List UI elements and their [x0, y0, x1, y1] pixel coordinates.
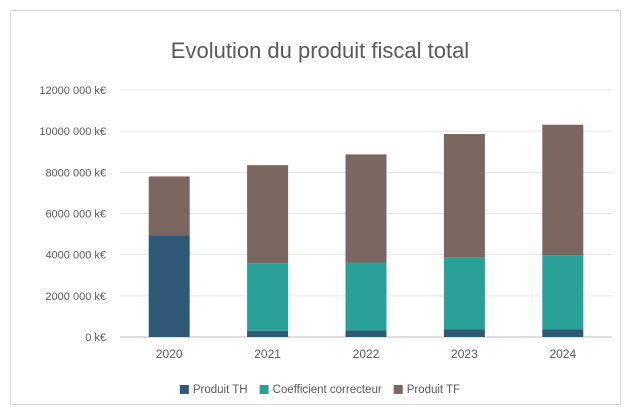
bar-segment-produit-th-2022: [345, 330, 387, 337]
y-tick-label: 0 k€: [85, 332, 106, 344]
x-tick-label: 2024: [549, 347, 576, 361]
legend: Produit TH Coefficient correcteur Produit …: [179, 384, 460, 396]
bar-segment-coefficient-correcteur-2023: [443, 257, 485, 330]
bar-segment-produit-th-2024: [542, 329, 584, 337]
legend-swatch: [179, 385, 189, 394]
legend-swatch: [259, 385, 269, 394]
y-tick-label: 12000 000 k€: [39, 85, 106, 97]
x-tick-label: 2022: [353, 347, 380, 361]
x-axis-ticks: 2020 2021 2022 2023 2024: [156, 347, 577, 361]
bar-segment-produit-th-2023: [443, 329, 485, 337]
bar-segment-produit-tf-2022: [345, 154, 387, 263]
legend-item-produit-tf: Produit TF: [393, 384, 460, 396]
legend-label: Produit TF: [407, 384, 460, 396]
bar-segment-produit-th-2020: [148, 235, 190, 337]
bar-segment-produit-tf-2024: [542, 124, 584, 256]
bar-segment-coefficient-correcteur-2022: [345, 262, 387, 331]
bar-segment-produit-tf-2020: [148, 176, 190, 236]
bar-segment-produit-th-2021: [247, 330, 289, 337]
y-tick-label: 2000 000 k€: [45, 291, 106, 303]
y-axis-ticks: 0 k€ 2000 000 k€ 4000 000 k€ 6000 000 k€ 800…: [39, 85, 106, 344]
legend-item-coefficient-correcteur: Coefficient correcteur: [259, 384, 382, 396]
x-tick-label: 2021: [254, 347, 281, 361]
legend-label: Produit TH: [193, 384, 248, 396]
bars: [148, 124, 584, 337]
chart-title: Evolution du produit fiscal total: [171, 38, 469, 63]
y-tick-label: 6000 000 k€: [45, 209, 106, 221]
legend-item-produit-th: Produit TH: [179, 384, 248, 396]
chart-frame: [10, 10, 621, 405]
bar-segment-produit-tf-2023: [443, 134, 485, 258]
y-tick-label: 10000 000 k€: [39, 126, 106, 138]
legend-label: Coefficient correcteur: [273, 384, 382, 396]
bar-segment-coefficient-correcteur-2021: [247, 263, 289, 331]
bar-segment-coefficient-correcteur-2024: [542, 255, 584, 330]
bar-segment-produit-tf-2021: [247, 165, 289, 264]
x-tick-label: 2020: [156, 347, 183, 361]
y-tick-label: 4000 000 k€: [45, 250, 106, 262]
x-tick-label: 2023: [451, 347, 478, 361]
y-tick-label: 8000 000 k€: [45, 167, 106, 179]
legend-swatch: [393, 385, 403, 394]
